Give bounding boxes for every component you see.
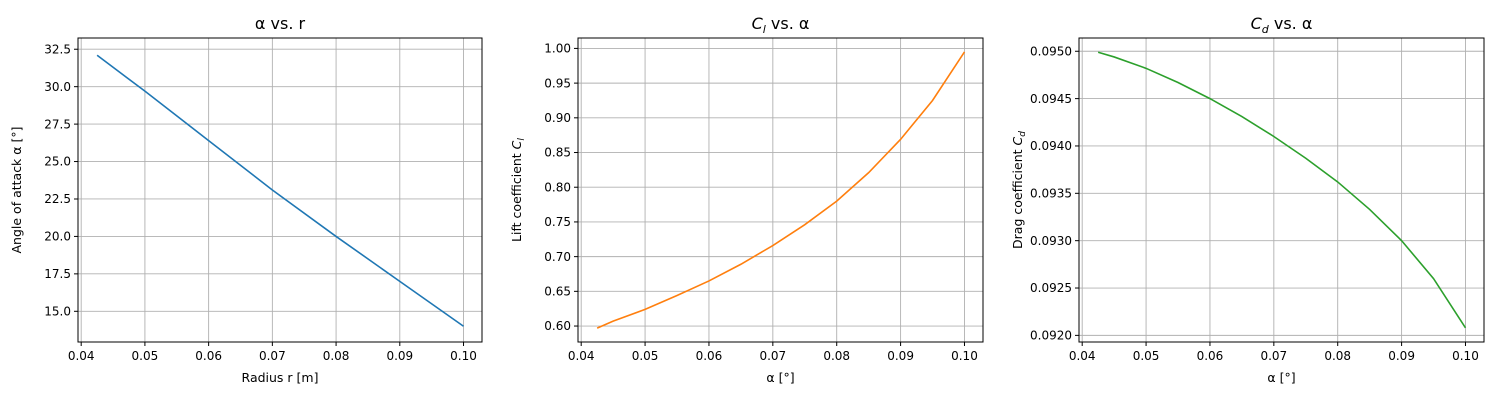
x-tick-label: 0.06 xyxy=(696,349,723,363)
y-tick-label: 30.0 xyxy=(44,80,71,94)
y-tick-label: 0.0950 xyxy=(1030,44,1072,58)
y-tick-label: 0.75 xyxy=(544,215,571,229)
y-tick-label: 0.85 xyxy=(544,146,571,160)
x-tick-label: 0.07 xyxy=(759,349,786,363)
x-tick-label: 0.09 xyxy=(887,349,914,363)
x-tick-label: 0.10 xyxy=(1452,349,1479,363)
y-tick-label: 0.0925 xyxy=(1030,281,1072,295)
x-tick-label: 0.09 xyxy=(386,349,413,363)
x-tick-label: 0.07 xyxy=(259,349,286,363)
y-tick-label: 20.0 xyxy=(44,230,71,244)
chart-panel-1: 0.04 0.05 0.06 0.07 0.08 0.09 0.10 15.0 17.5 20.0… xyxy=(9,14,483,385)
series-line-1 xyxy=(96,54,464,327)
y-tick-label: 0.95 xyxy=(544,76,571,90)
y-tick-label: 0.90 xyxy=(544,111,571,125)
y-tick-label: 0.0940 xyxy=(1030,139,1072,153)
x-tick-label: 0.06 xyxy=(1197,349,1224,363)
x-tick-label: 0.06 xyxy=(195,349,222,363)
y-tick-label: 0.70 xyxy=(544,250,571,264)
x-tick-label: 0.04 xyxy=(68,349,95,363)
chart-title: Cd vs. α xyxy=(1251,14,1313,36)
y-tick-label: 0.0930 xyxy=(1030,234,1072,248)
y-tick-label: 1.00 xyxy=(544,42,571,56)
x-axis-label: α [°] xyxy=(1267,370,1295,385)
y-tick-label: 0.0945 xyxy=(1030,92,1072,106)
x-tick-label: 0.10 xyxy=(450,349,477,363)
y-axis-label: Lift coefficient Cl xyxy=(509,138,527,242)
chart-panel-2: 0.04 0.05 0.06 0.07 0.08 0.09 0.10 0.60 0.65 0.70… xyxy=(509,14,984,385)
y-tick-label: 17.5 xyxy=(44,267,71,281)
x-tick-label: 0.05 xyxy=(132,349,159,363)
series-line-1 xyxy=(596,51,966,329)
x-tick-label: 0.08 xyxy=(1324,349,1351,363)
x-tick-label: 0.10 xyxy=(951,349,978,363)
y-tick-label: 0.80 xyxy=(544,180,571,194)
chart-panel-3: 0.04 0.05 0.06 0.07 0.08 0.09 0.10 0.0920 0.0925… xyxy=(1010,14,1485,385)
y-tick-label: 0.0935 xyxy=(1030,187,1072,201)
y-axis-label: Angle of attack α [°] xyxy=(9,127,24,254)
x-tick-label: 0.08 xyxy=(823,349,850,363)
x-tick-label: 0.05 xyxy=(1133,349,1160,363)
plot-area-frame xyxy=(577,37,984,343)
y-tick-label: 22.5 xyxy=(44,192,71,206)
series-line-1 xyxy=(1097,51,1467,329)
x-tick-label: 0.09 xyxy=(1388,349,1415,363)
x-axis-label: α [°] xyxy=(766,370,794,385)
y-axis-label: Drag coefficient Cd xyxy=(1010,131,1028,249)
x-tick-label: 0.08 xyxy=(323,349,350,363)
y-tick-label: 0.0920 xyxy=(1030,329,1072,343)
chart-title: α vs. r xyxy=(255,14,306,33)
plot-area-frame xyxy=(1078,37,1485,343)
plot-area-frame xyxy=(77,37,483,343)
y-tick-label: 32.5 xyxy=(44,42,71,56)
y-tick-label: 15.0 xyxy=(44,305,71,319)
x-tick-label: 0.04 xyxy=(568,349,595,363)
y-tick-label: 0.60 xyxy=(544,319,571,333)
x-tick-label: 0.05 xyxy=(632,349,659,363)
x-axis-label: Radius r [m] xyxy=(242,370,319,385)
y-tick-label: 0.65 xyxy=(544,285,571,299)
chart-title: Cl vs. α xyxy=(752,14,810,36)
x-tick-label: 0.07 xyxy=(1260,349,1287,363)
y-tick-label: 25.0 xyxy=(44,155,71,169)
y-tick-label: 27.5 xyxy=(44,117,71,131)
x-tick-label: 0.04 xyxy=(1069,349,1096,363)
